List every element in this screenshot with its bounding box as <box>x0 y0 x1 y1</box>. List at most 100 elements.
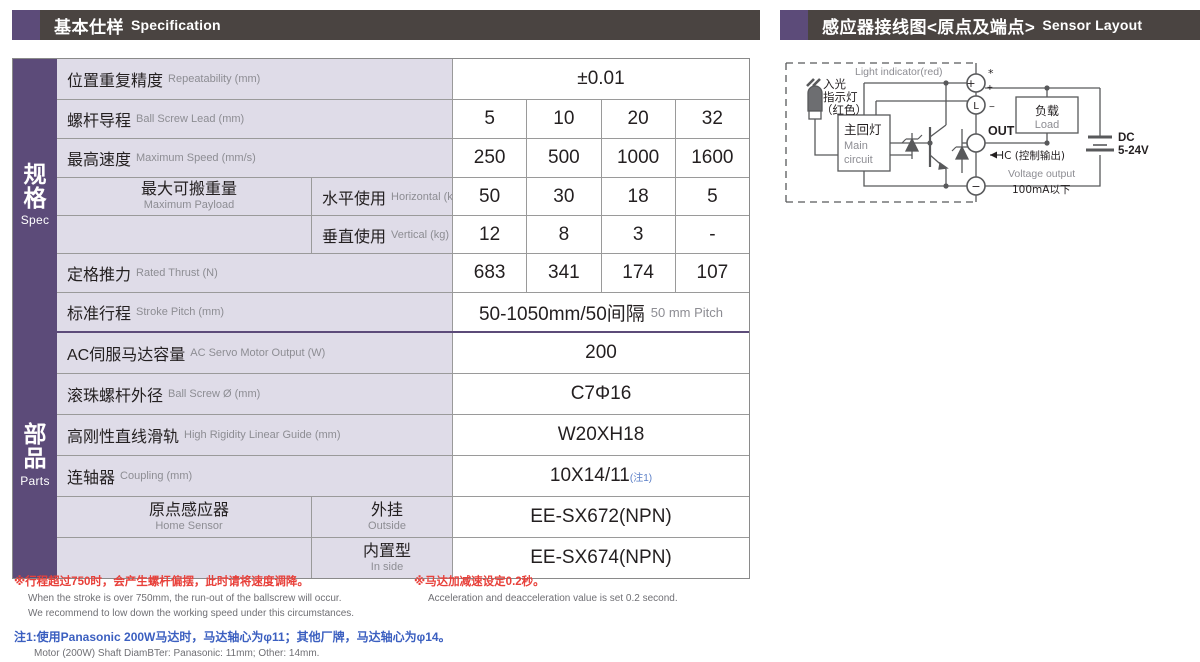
value-cell: 32 <box>675 100 749 138</box>
spec-header-title-cn: 基本仕样 <box>54 17 124 37</box>
table-row: 螺杆导程 Ball Screw Lead (mm) 5 10 20 32 <box>57 100 749 139</box>
main-circuit-label-en-2: circuit <box>844 154 873 166</box>
row-label-cn: 高刚性直线滑轨 <box>67 429 180 446</box>
value-merged: EE-SX674(NPN) <box>453 538 749 578</box>
row-label-en: Maximum Speed (mm/s) <box>136 152 256 164</box>
value-cell: 3 <box>601 216 676 253</box>
purple-accent-block <box>780 10 808 40</box>
coupling-value: 10X14/11 <box>549 465 630 486</box>
value-cell: 20 <box>601 100 676 138</box>
wire-right-rail-bottom <box>985 155 1101 187</box>
row-label-inside: 内置型 In side <box>312 538 453 578</box>
parts-group-label-en: Parts <box>20 473 50 488</box>
home-sensor-label-en: Home Sensor <box>155 519 223 532</box>
home-sensor-label-spacer <box>57 538 312 578</box>
light-indicator-label-en: Light indicator(red) <box>855 66 943 78</box>
row-label-cn: 滚珠螺杆外径 <box>67 388 164 405</box>
parts-group-label-cn: 部品 <box>23 421 47 471</box>
row-values: 10X14/11 (注1) <box>453 456 749 496</box>
table-row: 滚珠螺杆外径 Ball Screw Ø (mm) C7Φ16 <box>57 374 749 415</box>
value-merged: 50-1050mm/50间隔 50 mm Pitch <box>453 293 749 331</box>
row-label-en: Stroke Pitch (mm) <box>136 306 225 318</box>
row-label-cn: 水平使用 <box>322 190 387 208</box>
row-values: W20XH18 <box>453 415 749 455</box>
sensor-wiring-diagram: Light indicator(red) 入光 指示灯 （红色） 主回灯 Mai… <box>780 55 1200 210</box>
spec-group-label-en: Spec <box>20 213 50 228</box>
purple-accent-block <box>12 10 40 40</box>
value-cell: 250 <box>453 139 528 177</box>
footnotes: ※行程超过750时，会产生螺杆偏摆，此时请将速度调降。 When the str… <box>14 574 1194 661</box>
value-cell: 12 <box>453 216 528 253</box>
spec-group-tag: 规格 Spec <box>13 59 57 331</box>
value-merged: ±0.01 <box>453 59 749 99</box>
row-label-cn: 定格推力 <box>67 267 132 284</box>
junction-dot <box>927 140 933 146</box>
value-merged: C7Φ16 <box>453 374 749 414</box>
footnote-3-en: Acceleration and deacceleration value is… <box>428 592 678 604</box>
sensor-circuit-svg: Light indicator(red) 入光 指示灯 （红色） 主回灯 Mai… <box>785 62 1149 203</box>
load-label-en: Load <box>1035 119 1059 131</box>
junction-dot <box>1044 140 1050 146</box>
value-cell: 5 <box>453 100 528 138</box>
out-label: OUT <box>988 124 1015 138</box>
light-indicator-label-cn-1: 入光 <box>823 77 846 91</box>
row-label-outside: 外挂 Outside <box>312 497 453 537</box>
terminal-plus <box>966 73 986 93</box>
light-indicator-label-cn-2: 指示灯 <box>823 90 858 104</box>
row-label-vertical: 垂直使用 Vertical (kg) <box>312 216 453 253</box>
row-label-en: Coupling (mm) <box>120 470 193 482</box>
table-row: 连轴器 Coupling (mm) 10X14/11 (注1) <box>57 456 749 497</box>
row-label-en: Ball Screw Lead (mm) <box>136 113 245 125</box>
sensor-header-title-cn: 感应器接线图<原点及端点> <box>822 17 1036 37</box>
row-values: C7Φ16 <box>453 374 749 414</box>
table-row: 内置型 In side EE-SX674(NPN) <box>57 538 749 578</box>
header-bar: 感应器接线图<原点及端点> Sensor Layout <box>808 10 1200 40</box>
footnote-1-en-line2: We recommend to low down the working spe… <box>28 607 355 619</box>
value-merged: EE-SX672(NPN) <box>453 497 749 537</box>
value-cell: - <box>675 216 749 253</box>
value-cell: 10 <box>527 100 602 138</box>
value-cell: 683 <box>453 254 528 292</box>
row-values: EE-SX674(NPN) <box>453 538 749 578</box>
value-cell: 174 <box>601 254 676 292</box>
row-label-cn: 位置重复精度 <box>67 73 164 90</box>
row-label-en: In side <box>370 560 404 573</box>
flyback-diode-icon <box>951 129 973 173</box>
row-label: 标准行程 Stroke Pitch (mm) <box>57 293 453 331</box>
table-row: 垂直使用 Vertical (kg) 12 8 3 - <box>57 216 749 254</box>
row-label-cn: 垂直使用 <box>322 228 387 246</box>
row-label-cn: 连轴器 <box>67 470 116 487</box>
parts-group: 部品 Parts AC伺服马达容量 AC Servo Motor Output … <box>13 333 749 578</box>
specification-section-header: 基本仕样 Specification <box>12 10 760 40</box>
row-label: 高刚性直线滑轨 High Rigidity Linear Guide (mm) <box>57 415 453 455</box>
value-cell: 500 <box>527 139 602 177</box>
footnote-2-en: Motor (200W) Shaft DiamBTer: Panasonic: … <box>34 647 320 659</box>
wire-bottom-rail <box>863 171 976 187</box>
parts-group-rows: AC伺服马达容量 AC Servo Motor Output (W) 200 滚… <box>57 333 749 578</box>
row-label-en: AC Servo Motor Output (W) <box>190 347 326 359</box>
row-label: 位置重复精度 Repeatability (mm) <box>57 59 453 99</box>
coupling-footnote-ref: (注1) <box>629 472 653 484</box>
parts-group-tag: 部品 Parts <box>13 333 57 578</box>
dc-label-line2: 5-24V <box>1118 145 1149 157</box>
row-label-en: Repeatability (mm) <box>168 73 261 85</box>
value-cell: 18 <box>601 178 676 215</box>
dc-label-line1: DC <box>1118 132 1135 144</box>
payload-label-spacer <box>57 216 312 253</box>
row-label: 定格推力 Rated Thrust (N) <box>57 254 453 292</box>
row-label-en: Rated Thrust (N) <box>136 267 218 279</box>
row-values: 50-1050mm/50间隔 50 mm Pitch <box>453 293 749 331</box>
spec-group: 规格 Spec 位置重复精度 Repeatability (mm) ±0.01 <box>13 59 749 331</box>
home-sensor-label-cn: 原点感应器 <box>148 501 229 519</box>
dc-source-icon <box>1086 135 1114 152</box>
minus-terminal-symbol: − <box>971 180 980 193</box>
row-values: 250 500 1000 1600 <box>453 139 749 177</box>
junction-dot <box>943 183 949 189</box>
row-label-horizontal: 水平使用 Horizontal (kg) <box>312 178 463 215</box>
row-label-cn: 螺杆导程 <box>67 113 132 130</box>
sensor-header-title-en: Sensor Layout <box>1042 17 1143 33</box>
row-values: EE-SX672(NPN) <box>453 497 749 537</box>
table-row: 标准行程 Stroke Pitch (mm) 50-1050mm/50间隔 50… <box>57 293 749 331</box>
spec-group-rows: 位置重复精度 Repeatability (mm) ±0.01 螺杆导程 Bal… <box>57 59 749 331</box>
voltage-output-label: Voltage output <box>1008 168 1075 180</box>
